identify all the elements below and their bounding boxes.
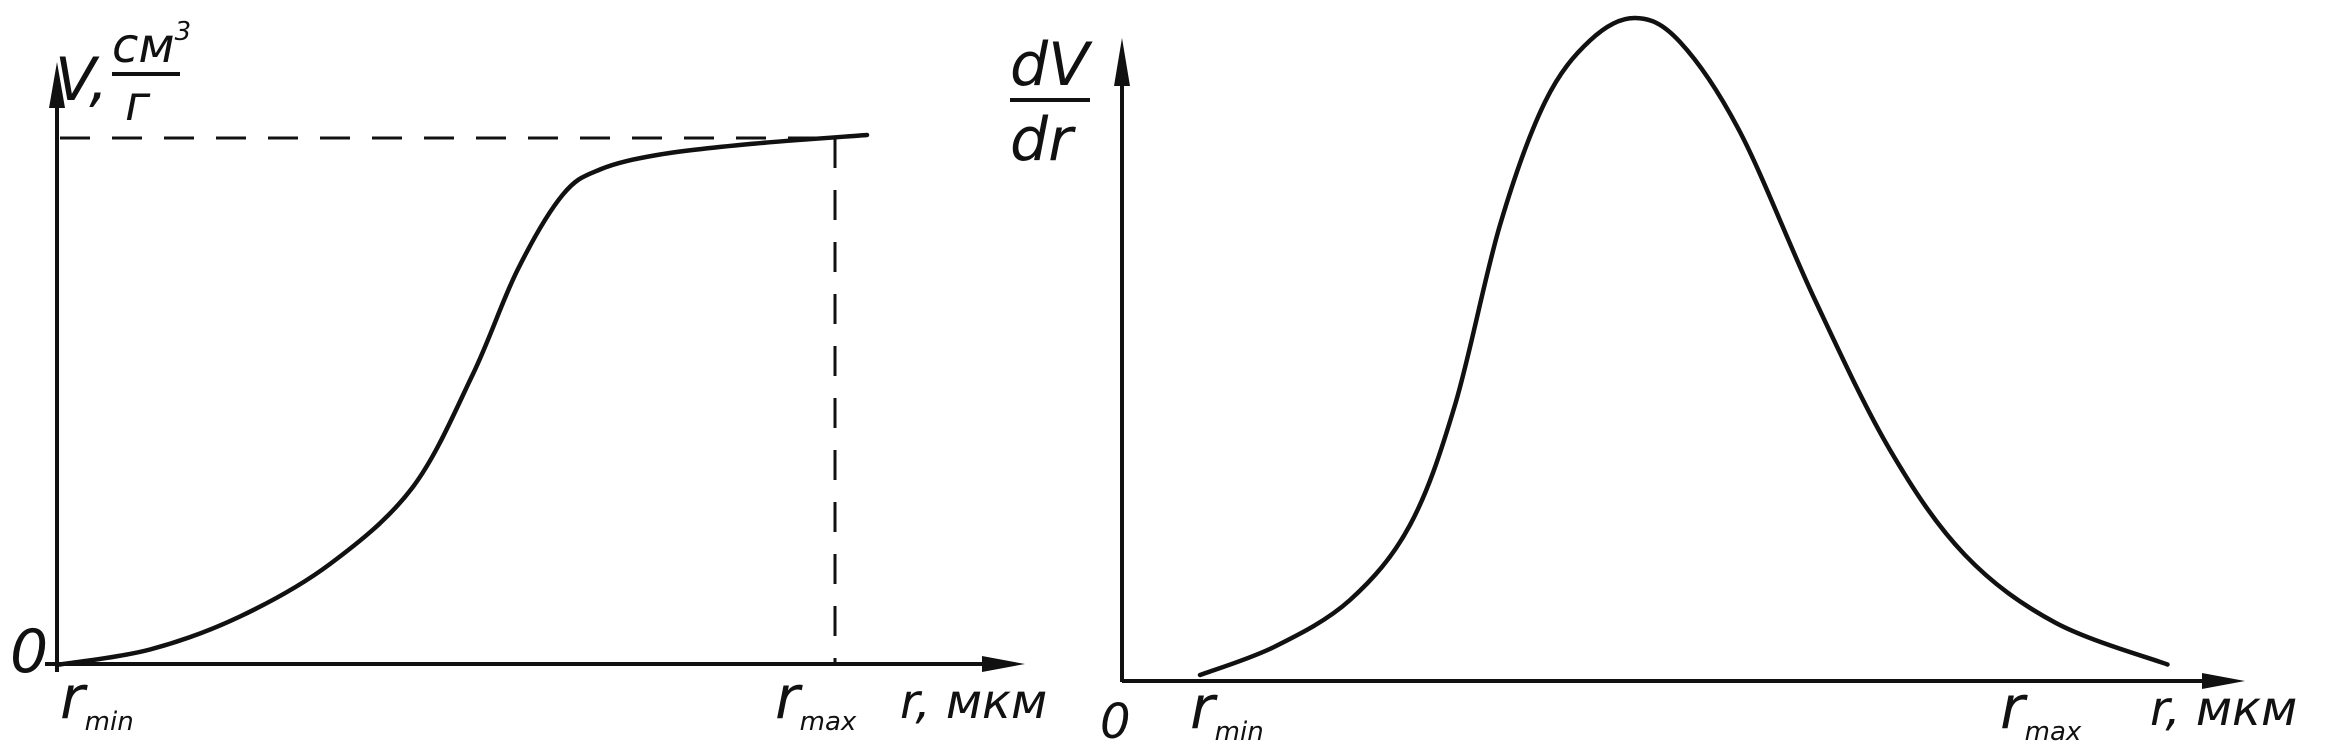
x-mark: rmax [775,663,857,737]
distribution-curve [1197,15,2170,678]
y-label: V, [55,45,108,115]
mark-subscript: max [2025,717,2082,746]
unit-denominator: г [125,76,151,132]
y-unit: см3 [112,17,191,74]
x-label: r, мкм [900,674,1047,730]
y-arrow [49,62,65,108]
unit-exponent: 3 [175,17,192,47]
cumulative-curve [57,132,870,667]
mark-symbol: r [1190,673,1218,743]
mark-subscript: max [800,707,857,737]
mark-symbol: r [2000,673,2028,743]
left-plot: V, см3 г 0 rmin rmax r, мкм [10,17,1047,737]
mark-symbol: r [60,663,88,733]
origin-label: 0 [1100,694,1131,746]
y-arrow [1114,38,1130,86]
mark-subscript: min [1215,717,1264,746]
y-symbol: V, [55,45,108,115]
mark-subscript: min [85,707,134,737]
unit-numerator: см [112,18,175,74]
x-arrow [982,656,1025,672]
y-numerator: dV [1010,30,1093,100]
x-mark: rmin [60,663,134,737]
x-label: r, мкм [2150,681,2297,737]
x-mark: rmin [1190,673,1264,746]
origin-label: 0 [10,617,48,687]
x-arrow [2202,673,2245,689]
y-denominator: dr [1010,105,1076,175]
x-mark: rmax [2000,673,2082,746]
right-plot: dV dr 0 rmin rmax r, мкм [1010,15,2297,746]
mark-symbol: r [775,663,803,733]
